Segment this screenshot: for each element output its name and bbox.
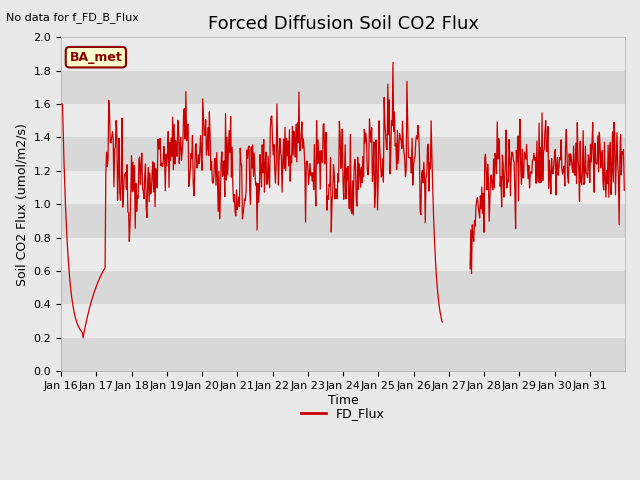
Y-axis label: Soil CO2 Flux (umol/m2/s): Soil CO2 Flux (umol/m2/s) — [15, 123, 28, 286]
Bar — [61, 204, 625, 238]
Bar — [61, 71, 625, 104]
Bar — [61, 304, 625, 338]
Text: BA_met: BA_met — [70, 51, 122, 64]
Bar — [61, 104, 625, 137]
Bar — [61, 37, 625, 71]
Bar — [61, 338, 625, 371]
Bar — [61, 171, 625, 204]
Legend: FD_Flux: FD_Flux — [296, 402, 390, 425]
Text: No data for f_FD_B_Flux: No data for f_FD_B_Flux — [6, 12, 140, 23]
Title: Forced Diffusion Soil CO2 Flux: Forced Diffusion Soil CO2 Flux — [207, 15, 479, 33]
Bar — [61, 137, 625, 171]
Bar — [61, 238, 625, 271]
Bar — [61, 271, 625, 304]
X-axis label: Time: Time — [328, 394, 358, 407]
